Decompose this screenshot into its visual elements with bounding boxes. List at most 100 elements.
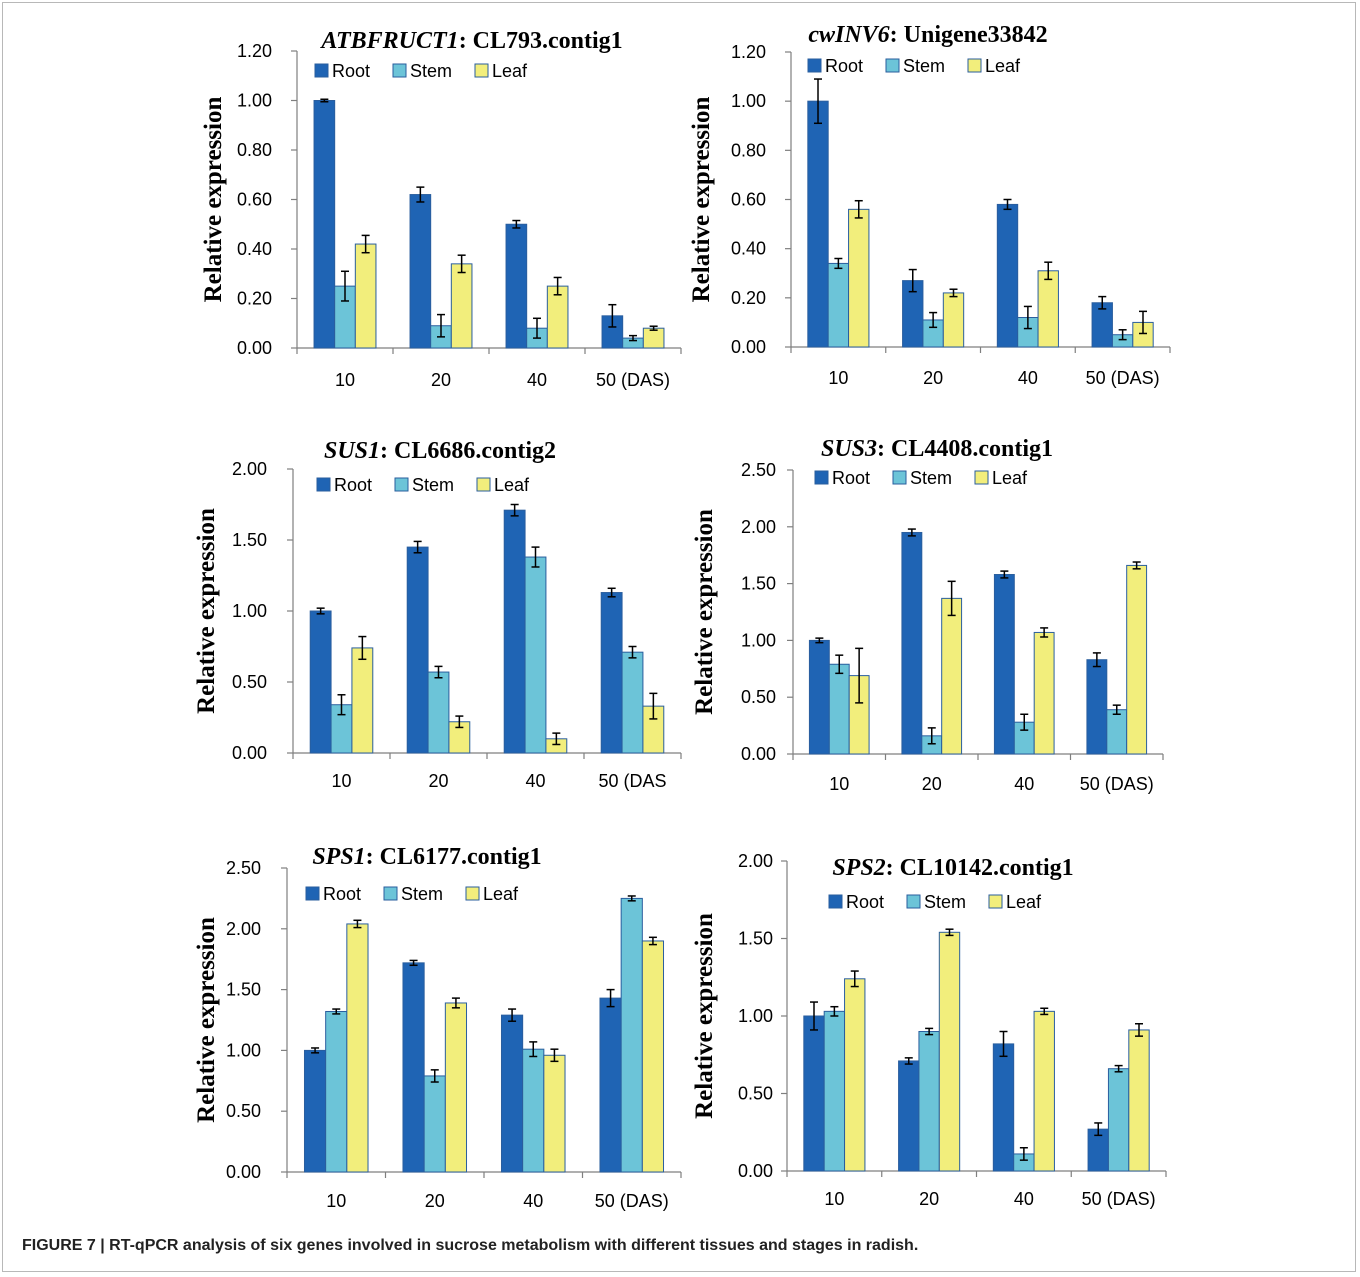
legend-swatch-root bbox=[828, 894, 843, 909]
chart-title-contig: : CL6177.contig1 bbox=[366, 844, 542, 870]
bar-stem bbox=[827, 262, 850, 348]
chart-title-contig: : CL10142.contig1 bbox=[886, 855, 1074, 881]
legend-swatch-root bbox=[814, 470, 829, 485]
bar-root bbox=[505, 223, 528, 349]
legend: Root Stem Leaf bbox=[828, 892, 1042, 912]
bar-stem bbox=[918, 1031, 940, 1172]
bar-root bbox=[993, 574, 1015, 755]
bar-root bbox=[503, 509, 526, 754]
bar-stem bbox=[1106, 709, 1128, 755]
bar-leaf bbox=[942, 292, 965, 348]
chart-title-gene: SUS3 bbox=[821, 436, 877, 462]
y-tick-label: 1.00 bbox=[738, 1006, 773, 1026]
y-tick-label: 0.60 bbox=[731, 190, 766, 210]
y-tick-label: 0.20 bbox=[237, 289, 272, 309]
x-tick-label: 10 bbox=[829, 774, 849, 794]
y-tick-label: 0.50 bbox=[741, 687, 776, 707]
bar-stem bbox=[524, 556, 547, 754]
legend-label-stem: Stem bbox=[903, 56, 945, 76]
y-tick-label: 0.60 bbox=[237, 190, 272, 210]
y-tick-label: 1.20 bbox=[731, 42, 766, 62]
bar-stem bbox=[522, 1048, 545, 1173]
y-tick-label: 0.40 bbox=[237, 239, 272, 259]
y-tick-label: 0.50 bbox=[226, 1101, 261, 1121]
legend-label-root: Root bbox=[323, 884, 361, 904]
bar-leaf bbox=[543, 1054, 566, 1173]
chart-title: cwINV6: Unigene33842 bbox=[808, 22, 1047, 48]
y-tick-label: 0.80 bbox=[237, 140, 272, 160]
x-tick-label: 20 bbox=[923, 368, 943, 388]
y-tick-label: 0.00 bbox=[232, 743, 267, 763]
bar-root bbox=[808, 639, 830, 755]
legend-swatch-root bbox=[807, 58, 822, 73]
y-tick-label: 1.50 bbox=[232, 530, 267, 550]
bar-leaf bbox=[354, 243, 377, 349]
x-tick-label: 40 bbox=[523, 1191, 543, 1211]
legend-swatch-root bbox=[316, 477, 331, 492]
legend-label-stem: Stem bbox=[410, 61, 452, 81]
x-tick-label: 20 bbox=[922, 774, 942, 794]
y-tick-label: 2.00 bbox=[232, 459, 267, 479]
y-tick-label: 1.50 bbox=[741, 574, 776, 594]
legend-label-leaf: Leaf bbox=[992, 468, 1028, 488]
legend-swatch-leaf bbox=[967, 58, 982, 73]
bar-leaf bbox=[844, 978, 866, 1172]
bar-stem bbox=[427, 671, 450, 754]
legend-label-leaf: Leaf bbox=[483, 884, 519, 904]
chart-title-gene: SUS1 bbox=[324, 438, 380, 464]
legend-swatch-root bbox=[314, 63, 329, 78]
bar-leaf bbox=[641, 940, 665, 1173]
legend-label-root: Root bbox=[332, 61, 370, 81]
x-tick-label: 10 bbox=[824, 1189, 844, 1209]
y-tick-label: 0.50 bbox=[738, 1084, 773, 1104]
y-axis-label: Relative expression bbox=[691, 509, 718, 715]
legend-label-root: Root bbox=[846, 892, 884, 912]
chart-title-gene: ATBFRUCT1 bbox=[319, 28, 458, 54]
x-tick-label: 50 (DAS) bbox=[1080, 774, 1154, 794]
bar-leaf bbox=[1126, 564, 1148, 755]
y-tick-label: 2.00 bbox=[226, 919, 261, 939]
legend: Root Stem Leaf bbox=[316, 475, 530, 495]
y-tick-label: 2.50 bbox=[226, 858, 261, 878]
chart-title-contig: : CL793.contig1 bbox=[459, 28, 623, 54]
bar-leaf bbox=[642, 327, 665, 349]
bar-root bbox=[406, 546, 429, 754]
bar-leaf bbox=[346, 923, 369, 1173]
bar-stem bbox=[620, 897, 643, 1173]
y-axis-label: Relative expression bbox=[193, 917, 220, 1123]
legend-label-stem: Stem bbox=[412, 475, 454, 495]
chart-3: SUS1: CL6686.contig2 Relative expression 0… bbox=[193, 438, 682, 791]
legend-label-stem: Stem bbox=[924, 892, 966, 912]
legend-label-leaf: Leaf bbox=[494, 475, 530, 495]
legend-label-leaf: Leaf bbox=[1006, 892, 1042, 912]
bar-leaf bbox=[351, 647, 374, 754]
legend-label-root: Root bbox=[334, 475, 372, 495]
legend: Root Stem Leaf bbox=[807, 56, 1021, 76]
x-tick-label: 40 bbox=[527, 370, 547, 390]
y-axis-label: Relative expression bbox=[688, 97, 715, 303]
x-tick-label: 10 bbox=[335, 370, 355, 390]
legend-label-root: Root bbox=[832, 468, 870, 488]
x-tick-label: 50 (DAS) bbox=[1086, 368, 1160, 388]
y-tick-label: 0.20 bbox=[731, 288, 766, 308]
y-tick-label: 2.00 bbox=[738, 851, 773, 871]
bar-leaf bbox=[941, 597, 963, 755]
chart-title-gene: SPS1 bbox=[312, 844, 365, 870]
bar-stem bbox=[423, 1075, 446, 1173]
legend-swatch-stem bbox=[906, 894, 921, 909]
y-tick-label: 1.00 bbox=[226, 1040, 261, 1060]
y-tick-label: 1.50 bbox=[226, 980, 261, 1000]
x-tick-label: 10 bbox=[828, 368, 848, 388]
bar-stem bbox=[325, 1010, 348, 1173]
bar-root bbox=[1086, 659, 1108, 755]
y-tick-label: 0.80 bbox=[731, 140, 766, 160]
bar-root bbox=[313, 100, 336, 349]
bar-stem bbox=[823, 1010, 846, 1172]
legend: Root Stem Leaf bbox=[314, 61, 528, 81]
y-tick-label: 1.20 bbox=[237, 41, 272, 61]
bar-stem bbox=[621, 651, 644, 754]
bar-leaf bbox=[848, 208, 870, 348]
y-tick-label: 0.40 bbox=[731, 239, 766, 259]
legend-swatch-stem bbox=[394, 477, 409, 492]
